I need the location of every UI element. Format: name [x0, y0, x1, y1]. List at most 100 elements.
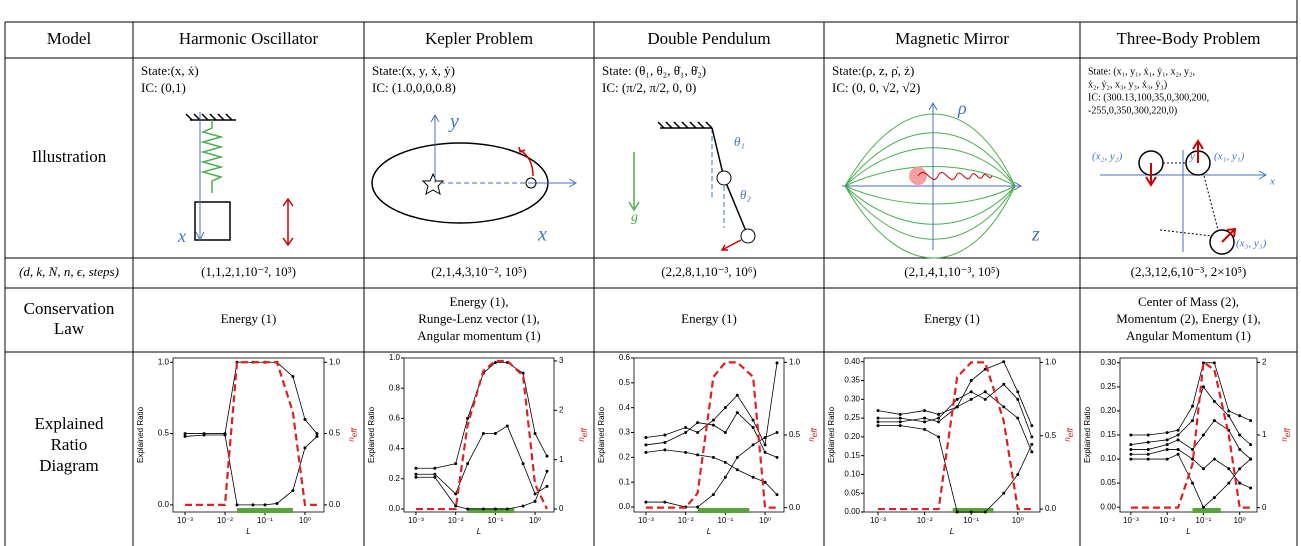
x-axis-label: L [477, 527, 481, 536]
ratio-point [644, 443, 648, 447]
y2-tick-label: 0.0 [1045, 504, 1057, 513]
x-tick-label: 10⁰ [1234, 516, 1246, 525]
ratio-point [644, 450, 648, 454]
row-label: Diagram [39, 456, 98, 475]
optimal-range-bar [237, 508, 293, 513]
ratio-point [1249, 486, 1253, 490]
optimal-range-bar [697, 508, 750, 513]
ratio-point [1146, 447, 1150, 451]
y-tick-label: 0.8 [389, 383, 401, 392]
ratio-point [1191, 481, 1195, 485]
ratio-point [876, 416, 880, 420]
y2-axis-label: neff [347, 428, 359, 442]
ratio-point [414, 466, 418, 470]
ratio-point [1227, 481, 1231, 485]
x-tick-label: 10⁻¹ [963, 516, 979, 525]
ratio-point [251, 503, 255, 507]
y-tick-label: 0.05 [1100, 478, 1116, 487]
y2-axis-label-base: n [807, 437, 816, 442]
ratio-point [937, 412, 941, 416]
x-axis-label: L [950, 527, 954, 536]
ratio-point [1176, 447, 1180, 451]
y2-axis-label-base: n [577, 437, 586, 442]
x-tick-label: 10⁰ [299, 516, 311, 525]
ratio-point [751, 426, 755, 430]
y2-tick-label: 0.5 [329, 429, 341, 438]
ratio-point [303, 446, 307, 450]
ratio-point [723, 406, 727, 410]
state-text: IC: (300.13,100,35,0,300,200, [1088, 92, 1209, 103]
ratio-point [223, 433, 227, 437]
y-tick-label: 0.35 [844, 376, 860, 385]
ratio-point [505, 507, 509, 511]
y2-axis-label-sub: eff [580, 428, 589, 438]
x-tick-label: 10⁻¹ [1196, 516, 1212, 525]
optimal-range-bar [467, 508, 515, 513]
ratio-point [202, 433, 206, 437]
ratio-line [1130, 420, 1251, 460]
conservation-law: Angular Momentum (1) [1126, 328, 1251, 343]
conservation-law: Center of Mass (2), [1138, 294, 1239, 309]
ratio-point [1129, 447, 1133, 451]
y-tick-label: 0.0 [619, 502, 631, 511]
ratio-point [1002, 382, 1006, 386]
ratio-point [696, 431, 700, 435]
ratio-point [466, 416, 470, 420]
neff-line [185, 361, 317, 506]
diagram-label: (x₁, y₁) [1214, 151, 1245, 163]
ratio-point [414, 472, 418, 476]
ratio-point [898, 424, 902, 428]
state-text: IC: (0,1) [141, 80, 186, 95]
ratio-point [275, 501, 279, 505]
ratio-point [983, 367, 987, 371]
state-text: IC: (0, 0, √2, √2) [832, 80, 920, 95]
y2-axis-label-base: n [1280, 437, 1289, 442]
ratio-point [545, 454, 549, 458]
ratio-point [1238, 467, 1242, 471]
ratio-point [663, 448, 667, 452]
ratio-point [1249, 457, 1253, 461]
ratio-point [183, 434, 187, 438]
ratio-point [1201, 433, 1205, 437]
row-label: (d, k, N, n, ϵ, steps) [19, 264, 119, 279]
x-tick-label: 10⁻¹ [487, 516, 503, 525]
ratio-point [545, 484, 549, 488]
state-text: State: (θ₁, θ₂, θ̇₁, θ̇₂) [602, 63, 706, 78]
state-text: State:(x, ẋ) [141, 63, 199, 78]
ratio-point [751, 418, 755, 422]
x-tick-label: 10⁻³ [177, 516, 193, 525]
table-borders [4, 0, 1298, 546]
ratio-point [183, 432, 187, 436]
ratio-point [454, 462, 458, 466]
model-name: Magnetic Mirror [895, 29, 1009, 48]
ratio-point [1201, 505, 1205, 509]
diagram-label: (x₃, y₃) [1236, 238, 1267, 250]
x-tick-label: 10⁻² [917, 516, 933, 525]
ratio-line [877, 361, 1033, 426]
ratio-point [644, 500, 648, 504]
diagram-label: y [1189, 151, 1195, 163]
x-tick-label: 10⁻³ [638, 516, 654, 525]
y-tick-label: 0.20 [1100, 406, 1116, 415]
y-axis-label: Explained Ratio [136, 406, 145, 463]
ratio-point [1238, 414, 1242, 418]
x-tick-label: 10⁰ [529, 516, 541, 525]
ratio-point [466, 462, 470, 466]
diagram-label: x [537, 224, 547, 246]
diagram-label: θ₂ [740, 187, 751, 202]
y-tick-label: 0.20 [844, 432, 860, 441]
ratio-line [1130, 453, 1251, 508]
explained-ratio-chart: 0.00 0.05 0.10 0.15 0.20 0.25 0.30 0 1 2 10⁻³ 10⁻² 1… [1083, 357, 1292, 536]
ratio-point [1238, 481, 1242, 485]
params: (1,1,2,1,10⁻², 10³) [201, 264, 296, 279]
y-tick-label: 0.05 [844, 488, 860, 497]
y2-tick-label: 0.0 [789, 503, 801, 512]
ratio-point [684, 450, 688, 454]
diagram-label: θ₁ [734, 134, 745, 149]
params: (2,1,4,3,10⁻², 10⁵) [431, 264, 526, 279]
x-axis-label: L [707, 527, 711, 536]
y-tick-label: 0.30 [1100, 358, 1116, 367]
x-tick-label: 10⁻² [678, 516, 694, 525]
ratio-point [481, 431, 485, 435]
ratio-point [1002, 491, 1006, 495]
